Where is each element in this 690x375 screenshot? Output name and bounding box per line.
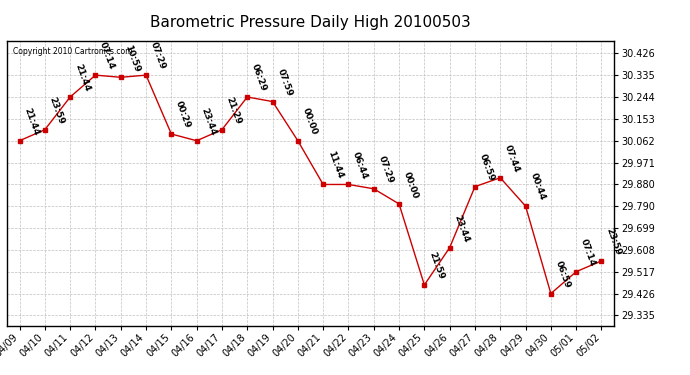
- Text: 07:59: 07:59: [275, 67, 294, 98]
- Text: 07:44: 07:44: [503, 143, 522, 174]
- Text: 21:44: 21:44: [22, 106, 41, 136]
- Text: 07:14: 07:14: [98, 41, 117, 71]
- Text: Barometric Pressure Daily High 20100503: Barometric Pressure Daily High 20100503: [150, 15, 471, 30]
- Text: Copyright 2010 Cartronics.com: Copyright 2010 Cartronics.com: [13, 47, 132, 56]
- Text: 07:14: 07:14: [579, 237, 598, 267]
- Text: 11:44: 11:44: [326, 150, 344, 180]
- Text: 21:29: 21:29: [225, 95, 243, 126]
- Text: 06:44: 06:44: [351, 150, 370, 180]
- Text: 23:44: 23:44: [199, 106, 218, 136]
- Text: 00:00: 00:00: [301, 107, 319, 136]
- Text: 07:29: 07:29: [149, 41, 167, 71]
- Text: 00:29: 00:29: [174, 100, 193, 130]
- Text: 23:44: 23:44: [453, 213, 471, 243]
- Text: 06:59: 06:59: [477, 153, 496, 183]
- Text: 06:29: 06:29: [250, 63, 268, 93]
- Text: 00:44: 00:44: [529, 172, 546, 202]
- Text: 10:59: 10:59: [124, 43, 141, 73]
- Text: 21:44: 21:44: [73, 63, 91, 93]
- Text: 06:59: 06:59: [553, 260, 572, 290]
- Text: 23:59: 23:59: [604, 226, 622, 257]
- Text: 21:59: 21:59: [427, 251, 446, 281]
- Text: 07:29: 07:29: [377, 154, 395, 184]
- Text: 00:00: 00:00: [402, 170, 420, 200]
- Text: 23:59: 23:59: [48, 95, 66, 126]
